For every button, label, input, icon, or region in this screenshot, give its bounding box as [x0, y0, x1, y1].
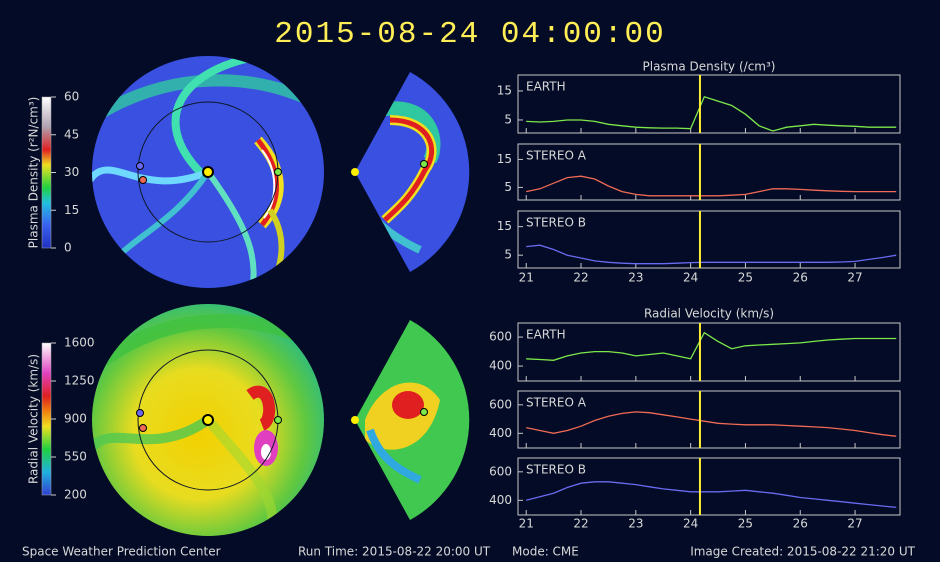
x-tick-label: 22	[573, 517, 588, 531]
colorbar-label: Radial Velocity (km/s)	[27, 354, 41, 484]
y-tick-label: 400	[489, 493, 512, 507]
panel	[517, 390, 901, 449]
density-wedge	[355, 72, 470, 272]
y-tick-label: 400	[489, 359, 512, 373]
y-tick-label: 600	[489, 330, 512, 344]
chart-title: Radial Velocity (km/s)	[644, 307, 774, 321]
x-tick-label: 21	[519, 271, 534, 285]
colorbar-tick-label: 45	[64, 127, 79, 141]
series-name: STEREO A	[526, 396, 587, 410]
x-tick-label: 25	[738, 517, 753, 531]
bodies	[136, 160, 428, 432]
colorbar-label: Plasma Density (r²N/cm³)	[27, 97, 41, 249]
colorbar-tick-label: 1250	[64, 374, 95, 388]
x-tick-label: 24	[683, 517, 698, 531]
panel	[517, 143, 901, 201]
series-line	[526, 175, 897, 197]
footer-run-time: Run Time: 2015-08-22 20:00 UT	[298, 545, 491, 559]
series-line	[526, 244, 897, 265]
series-name: STEREO A	[526, 149, 587, 163]
series-line	[526, 96, 897, 132]
series-name: EARTH	[526, 328, 566, 342]
x-tick-label: 27	[847, 271, 862, 285]
colorbar-tick-label: 30	[64, 165, 79, 179]
colorbar	[41, 96, 52, 249]
series-name: STEREO B	[526, 216, 586, 230]
y-tick-label: 600	[489, 464, 512, 478]
chart-title: Plasma Density (/cm³)	[643, 60, 776, 74]
series-name: STEREO B	[526, 463, 586, 477]
y-tick-label: 5	[504, 248, 512, 262]
series-name: EARTH	[526, 80, 566, 94]
x-tick-label: 21	[519, 517, 534, 531]
y-tick-label: 15	[497, 83, 512, 97]
x-tick-label: 24	[683, 271, 698, 285]
x-tick-label: 26	[793, 271, 808, 285]
colorbar-tick-label: 15	[64, 203, 79, 217]
footer-created: Image Created: 2015-08-22 21:20 UT	[690, 545, 915, 559]
x-tick-label: 23	[628, 271, 643, 285]
velocity-wedge	[355, 320, 470, 520]
x-tick-label: 27	[847, 517, 862, 531]
x-tick-label: 25	[738, 271, 753, 285]
y-tick-label: 600	[489, 397, 512, 411]
x-tick-label: 26	[793, 517, 808, 531]
panel	[517, 74, 901, 134]
y-tick-label: 15	[497, 152, 512, 166]
colorbar	[41, 342, 52, 496]
panel	[517, 210, 901, 269]
timestamp: 2015-08-24 04:00:00	[274, 17, 665, 52]
series-line	[526, 481, 897, 509]
series-line	[526, 331, 897, 361]
footer-mode: Mode: CME	[512, 545, 579, 559]
y-tick-label: 5	[504, 180, 512, 194]
series-line	[526, 411, 897, 437]
colorbar-tick-label: 200	[64, 488, 87, 502]
colorbar-tick-label: 900	[64, 412, 87, 426]
panel	[517, 457, 901, 516]
y-tick-label: 15	[497, 219, 512, 233]
y-tick-label: 400	[489, 426, 512, 440]
y-tick-label: 5	[504, 112, 512, 126]
colorbar-tick-label: 550	[64, 450, 87, 464]
colorbar-tick-label: 1600	[64, 336, 95, 350]
footer-org: Space Weather Prediction Center	[22, 545, 221, 559]
x-tick-label: 22	[573, 271, 588, 285]
colorbar-tick-label: 0	[64, 241, 72, 255]
x-tick-label: 23	[628, 517, 643, 531]
colorbar-tick-label: 60	[64, 90, 79, 104]
panel	[517, 322, 901, 382]
